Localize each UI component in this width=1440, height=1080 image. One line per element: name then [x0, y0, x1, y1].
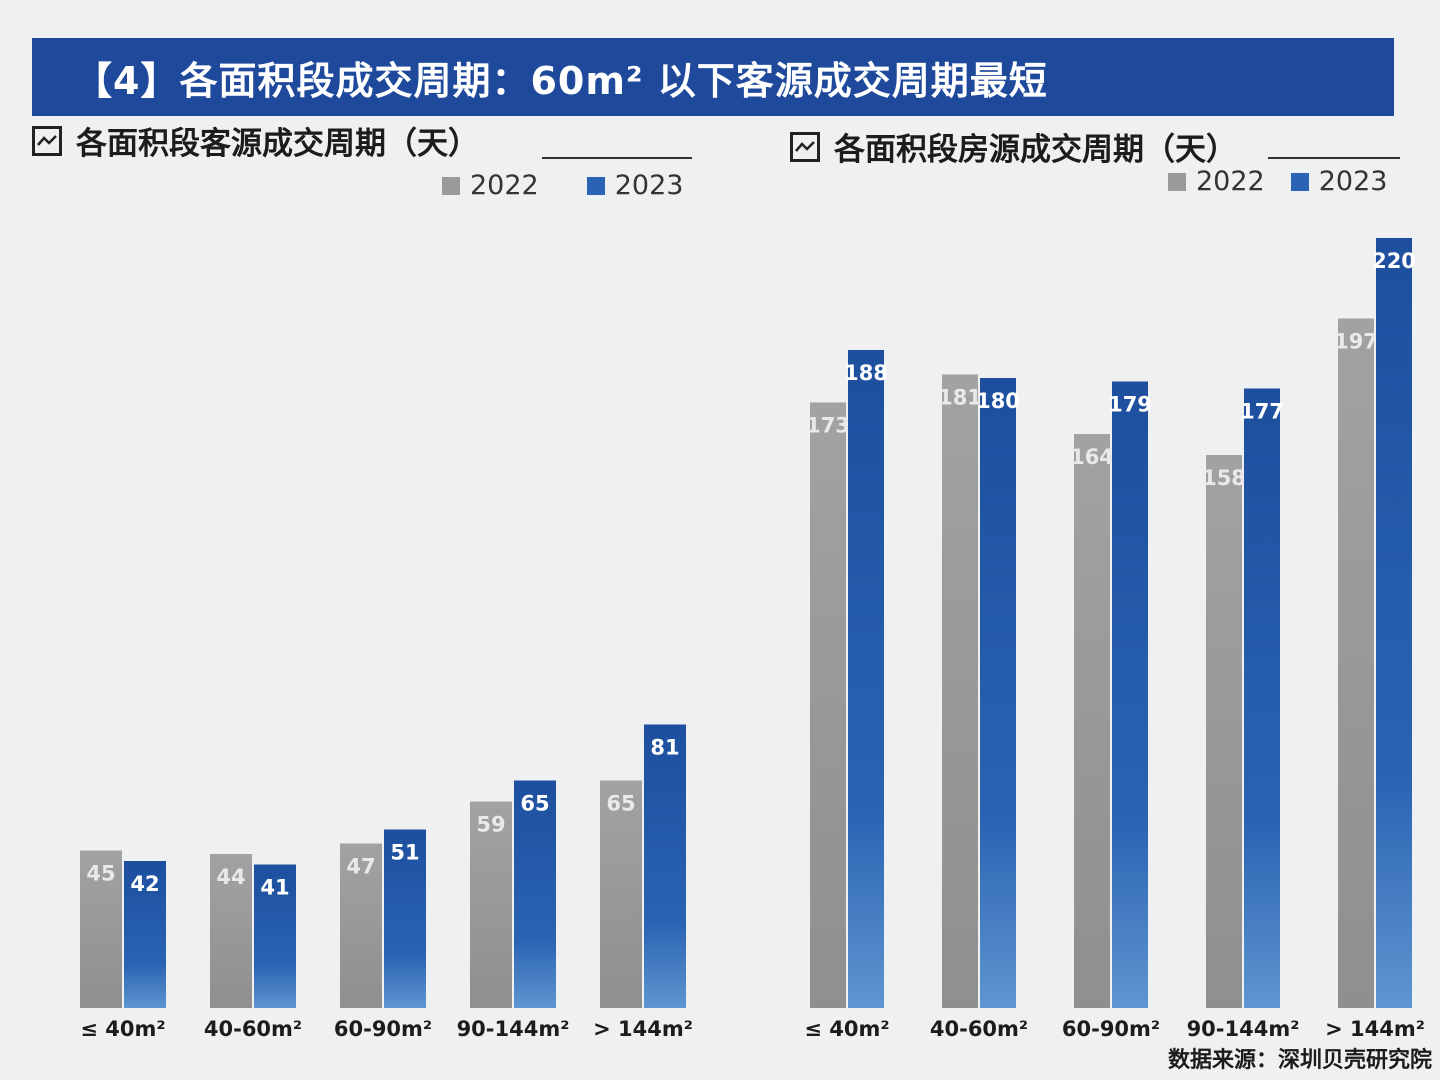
left-category-label-2: 60-90m²: [334, 1017, 432, 1041]
left-data-label-2023-3: 65: [520, 792, 549, 816]
legend-swatch-2023: [586, 176, 605, 195]
right-bar-2023-1: [980, 378, 1016, 1008]
legend-item-2022: 2022: [442, 170, 539, 201]
left-data-label-2022-3: 59: [476, 813, 505, 837]
left-bar-2022-3: [470, 801, 512, 1008]
left-bar-2022-2: [340, 843, 382, 1008]
legend-swatch-2023: [1290, 172, 1309, 191]
right-data-label-2023-0: 188: [844, 361, 888, 385]
legend-item-2023: 2023: [1290, 166, 1388, 197]
right-data-label-2023-3: 177: [1240, 400, 1284, 424]
right-bar-2022-4: [1338, 318, 1374, 1008]
legend-label-2022: 2022: [1196, 166, 1265, 197]
right-legend: 2022 2023: [1168, 166, 1387, 197]
banner: 【4】各面积段成交周期：60m² 以下客源成交周期最短: [32, 38, 1394, 116]
left-legend: 2022 2023: [442, 170, 731, 201]
legend-swatch-2022: [442, 176, 460, 195]
left-data-label-2022-2: 47: [346, 855, 375, 879]
left-bar-2023-4: [644, 724, 686, 1008]
right-data-label-2022-1: 181: [938, 386, 982, 410]
left-chart-header: 各面积段客源成交周期（天）: [32, 118, 479, 163]
right-data-label-2023-2: 179: [1108, 393, 1152, 417]
right-bar-2023-2: [1112, 381, 1148, 1008]
right-chart-header: 各面积段房源成交周期（天）: [790, 124, 1237, 169]
right-category-label-2: 60-90m²: [1062, 1017, 1160, 1041]
left-category-label-4: > 144m²: [593, 1017, 693, 1041]
left-category-label-1: 40-60m²: [204, 1017, 302, 1041]
left-data-label-2023-4: 81: [650, 736, 679, 760]
right-bar-2022-3: [1206, 455, 1242, 1008]
left-data-label-2023-2: 51: [390, 841, 419, 865]
left-bar-2023-2: [384, 829, 426, 1008]
right-chart-title: 各面积段房源成交周期（天）: [834, 132, 1237, 168]
left-data-label-2022-0: 45: [86, 862, 115, 886]
left-bar-2023-3: [514, 780, 556, 1008]
right-category-label-3: 90-144m²: [1187, 1017, 1300, 1041]
left-data-label-2022-1: 44: [216, 865, 245, 889]
left-bar-2022-1: [210, 854, 252, 1008]
right-title-rule: [1268, 157, 1400, 159]
left-category-label-3: 90-144m²: [457, 1017, 570, 1041]
right-bar-2023-3: [1244, 388, 1280, 1008]
right-bar-2022-0: [810, 402, 846, 1008]
right-data-label-2022-3: 158: [1202, 466, 1246, 490]
left-bar-2023-0: [124, 861, 166, 1008]
right-data-label-2022-2: 164: [1070, 445, 1114, 469]
right-bar-2023-4: [1376, 238, 1412, 1008]
left-bar-2023-1: [254, 864, 296, 1008]
left-data-label-2023-0: 42: [130, 872, 159, 896]
legend-swatch-2022: [1168, 172, 1186, 191]
left-chart-plot: 45 42 ≤ 40m² 44 41 40-60m² 47 51 60-90m² 59 65 90-1…: [80, 724, 693, 1041]
data-source: 数据来源：深圳贝壳研究院: [1167, 1048, 1432, 1073]
right-category-label-0: ≤ 40m²: [804, 1017, 889, 1041]
legend-label-2023: 2023: [614, 170, 684, 201]
banner-title: 【4】各面积段成交周期：60m² 以下客源成交周期最短: [74, 58, 1048, 103]
left-title-rule: [542, 157, 692, 159]
legend-item-2023: 2023: [586, 170, 684, 201]
left-data-label-2022-4: 65: [606, 792, 635, 816]
left-category-label-0: ≤ 40m²: [80, 1017, 165, 1041]
right-bar-2022-1: [942, 374, 978, 1008]
left-data-label-2023-1: 41: [260, 876, 289, 900]
trend-icon: [32, 125, 62, 156]
legend-item-2022: 2022: [1168, 166, 1265, 197]
right-data-label-2023-1: 180: [976, 389, 1020, 413]
right-data-label-2022-0: 173: [806, 414, 850, 438]
legend-label-2023: 2023: [1318, 166, 1388, 197]
right-data-label-2022-4: 197: [1334, 330, 1378, 354]
right-bar-2023-0: [848, 350, 884, 1008]
right-category-label-1: 40-60m²: [930, 1017, 1028, 1041]
left-bar-2022-4: [600, 780, 642, 1008]
right-category-label-4: > 144m²: [1325, 1017, 1425, 1041]
legend-label-2022: 2022: [470, 170, 539, 201]
left-chart-title: 各面积段客源成交周期（天）: [76, 126, 479, 162]
left-bar-2022-0: [80, 850, 122, 1008]
right-data-label-2023-4: 220: [1372, 249, 1416, 273]
trend-icon: [790, 131, 820, 162]
right-bar-2022-2: [1074, 434, 1110, 1008]
